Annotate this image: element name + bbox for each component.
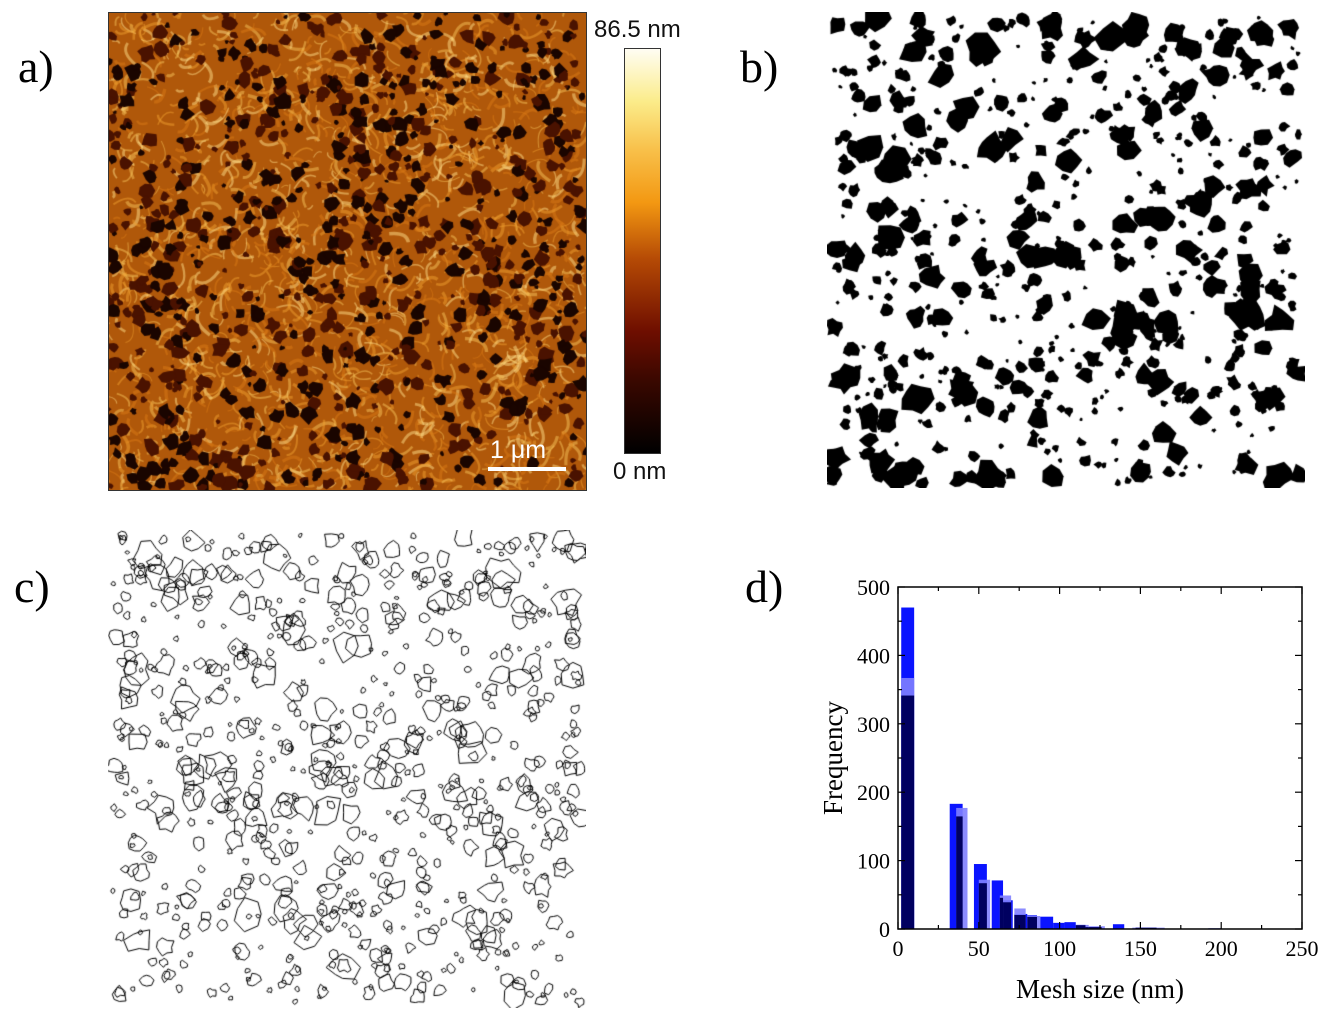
bar-series1 <box>1053 922 1065 929</box>
y-tick-label: 100 <box>857 849 890 874</box>
x-tick-label: 0 <box>893 936 904 961</box>
bar-overlap <box>1014 915 1026 929</box>
mesh-size-histogram: 0 50 100 150 200 250 0 100 200 300 400 500 Mesh siz… <box>818 575 1319 1004</box>
bar-overlap <box>1003 902 1012 929</box>
bar-overlap <box>1075 925 1086 929</box>
bar-overlap <box>999 897 1004 929</box>
bar-series1 <box>1040 916 1054 929</box>
scale-bar <box>488 467 566 471</box>
bar-series1 <box>991 880 1004 929</box>
x-tick-label: 150 <box>1124 936 1157 961</box>
y-tick-label: 500 <box>857 575 890 600</box>
x-tick-label: 200 <box>1205 936 1238 961</box>
y-tick-label: 300 <box>857 712 890 737</box>
binary-pore-image <box>827 12 1305 488</box>
y-tick-label: 200 <box>857 780 890 805</box>
afm-height-image <box>108 12 587 491</box>
y-axis-label: Frequency <box>818 701 848 815</box>
y-tick-label: 0 <box>879 917 890 942</box>
panel-label-d: d) <box>745 561 784 612</box>
bar-overlap <box>901 695 915 929</box>
x-axis-label: Mesh size (nm) <box>1016 974 1184 1004</box>
bar-series1 <box>1064 922 1076 929</box>
colorbar-min-label: 0 nm <box>613 458 667 485</box>
x-tick-label: 50 <box>968 936 990 961</box>
y-tick-label: 400 <box>857 643 890 668</box>
colorbar <box>624 48 661 454</box>
bar-series1 <box>1112 924 1125 929</box>
pore-outline-image <box>108 530 586 1008</box>
x-tick-label: 250 <box>1286 936 1319 961</box>
panel-label-b: b) <box>740 41 779 92</box>
colorbar-max-label: 86.5 nm <box>594 16 681 43</box>
panel-label-a: a) <box>18 41 54 92</box>
scale-bar-label: 1 μm <box>490 436 547 464</box>
bar-overlap <box>1085 927 1089 929</box>
panel-label-c: c) <box>14 561 50 612</box>
x-tick-label: 100 <box>1043 936 1076 961</box>
bar-overlap <box>1027 916 1037 929</box>
bar-overlap <box>978 883 987 929</box>
bar-overlap <box>1088 927 1102 929</box>
bar-overlap <box>956 816 963 929</box>
